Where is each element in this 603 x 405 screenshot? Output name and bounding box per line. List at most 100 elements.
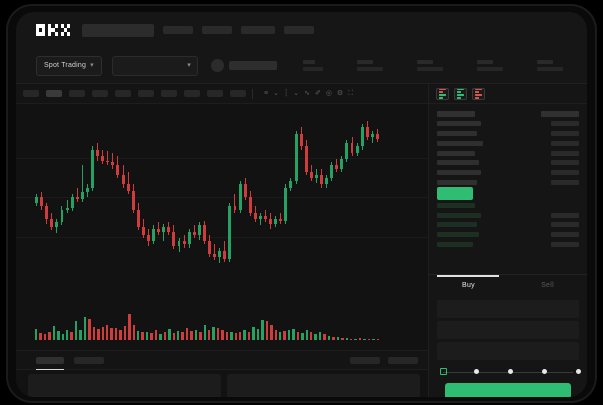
chart-type-icon[interactable]: ┆ — [283, 90, 289, 97]
orders-tabs-left — [36, 356, 104, 370]
candle — [299, 104, 304, 302]
trade-sidebar: Buy Sell — [428, 84, 587, 397]
bid-price — [437, 212, 481, 218]
orderbook-bid-row[interactable] — [437, 210, 579, 220]
indicators-chevron-icon[interactable]: ⌄ — [273, 90, 279, 97]
slider-stop-50[interactable] — [508, 369, 513, 374]
orderbook-ask-row[interactable] — [437, 158, 579, 168]
volume-bar — [221, 329, 224, 340]
volume-bar — [74, 321, 78, 340]
candle — [258, 104, 263, 302]
stat-label — [302, 60, 315, 64]
volume-bar — [230, 332, 233, 340]
candlestick-chart[interactable] — [16, 104, 428, 302]
tab-open-orders[interactable] — [36, 356, 64, 370]
candle-body — [269, 219, 273, 224]
volume-bar — [48, 331, 51, 340]
timeframe-tab-1[interactable] — [46, 90, 62, 97]
candle-body — [233, 206, 237, 210]
orderbook-ask-row[interactable] — [437, 148, 579, 158]
tab-sell[interactable]: Sell — [541, 282, 554, 289]
slider-stop-25[interactable] — [474, 369, 480, 374]
volume-bar — [332, 336, 335, 340]
orderbook-bid-row[interactable] — [437, 220, 579, 230]
tab-order-history[interactable] — [74, 356, 104, 364]
orderbook-bid-row[interactable] — [437, 230, 579, 240]
logo-pixel — [39, 24, 43, 28]
price-input[interactable] — [437, 300, 579, 318]
slider-handle[interactable] — [439, 368, 447, 375]
amount-percent-slider[interactable] — [439, 365, 581, 381]
timeframe-tab-6[interactable] — [161, 90, 177, 97]
chart-type-chevron-icon[interactable]: ⌄ — [293, 90, 300, 97]
ob-mode-bids[interactable] — [454, 87, 467, 100]
bid-price — [437, 202, 475, 208]
candle-body — [187, 231, 191, 245]
candle-body — [360, 127, 364, 147]
fullscreen-icon[interactable]: ⛶ — [348, 90, 354, 97]
tab-action-2[interactable] — [388, 356, 418, 364]
candle — [283, 104, 288, 302]
logo-pixel — [48, 24, 52, 28]
orderbook-ask-row[interactable] — [437, 119, 579, 129]
ob-mode-asks[interactable] — [472, 87, 485, 100]
magnet-icon[interactable]: ◎ — [325, 90, 332, 97]
candle-body — [136, 209, 140, 227]
nav-item-2[interactable] — [202, 26, 232, 34]
volume-bar — [101, 326, 104, 340]
orderbook-bid-row[interactable] — [437, 200, 579, 210]
orderbook-ask-row[interactable] — [437, 129, 579, 139]
candle-body — [177, 241, 181, 246]
candle — [370, 104, 375, 302]
volume-bar — [314, 333, 317, 340]
pair-select[interactable]: ▾ — [111, 55, 198, 76]
volume-bar — [190, 331, 193, 340]
candle-body — [141, 227, 145, 235]
logo-pixel — [42, 32, 46, 36]
line-tool-icon[interactable]: ∿ — [304, 90, 310, 97]
volume-bar — [265, 321, 269, 340]
timeframe-tab-3[interactable] — [92, 90, 108, 97]
tab-action-1[interactable] — [350, 356, 380, 364]
orderbook-ask-row[interactable] — [437, 168, 579, 178]
nav-search[interactable] — [82, 23, 154, 37]
candle-body — [55, 222, 59, 227]
orderbook[interactable] — [429, 104, 587, 274]
slider-stop-100[interactable] — [575, 369, 581, 374]
nav-item-4[interactable] — [284, 26, 314, 34]
timeframe-tab-2[interactable] — [69, 90, 85, 97]
volume-bar — [88, 318, 91, 340]
ob-mode-both[interactable] — [436, 87, 449, 100]
timeframe-tab-5[interactable] — [138, 90, 154, 97]
candle-body — [264, 215, 267, 220]
trading-mode-selector[interactable]: Spot Trading ▾ — [36, 55, 102, 76]
candle — [131, 104, 136, 302]
orders-content-panels — [16, 370, 428, 397]
tab-buy[interactable]: Buy — [462, 282, 475, 289]
candle — [151, 104, 156, 302]
volume-bar — [172, 332, 175, 340]
timeframe-tab-9[interactable] — [230, 90, 246, 97]
candle-body — [243, 184, 247, 197]
timeframe-tab-0[interactable] — [23, 90, 39, 97]
candle — [54, 104, 59, 302]
orderbook-ask-row[interactable] — [437, 138, 579, 148]
timeframe-tab-4[interactable] — [115, 90, 131, 97]
buy-submit-button[interactable] — [445, 383, 571, 397]
total-input[interactable] — [437, 342, 579, 360]
candle — [227, 104, 232, 302]
okx-logo[interactable] — [36, 24, 70, 36]
timeframe-tab-7[interactable] — [184, 90, 200, 97]
ob-mode-line — [439, 97, 444, 99]
nav-item-3[interactable] — [241, 26, 275, 34]
pencil-icon[interactable]: ✐ — [314, 90, 321, 97]
candle-wick — [214, 244, 216, 261]
orderbook-bid-row[interactable] — [437, 240, 579, 250]
orderbook-ask-row[interactable] — [437, 178, 579, 188]
indicators-icon[interactable]: ≡ — [264, 90, 269, 97]
settings-icon[interactable]: ⚙ — [336, 90, 344, 97]
amount-input[interactable] — [437, 321, 579, 339]
nav-item-1[interactable] — [163, 26, 193, 34]
timeframe-tab-8[interactable] — [207, 90, 223, 97]
slider-stop-75[interactable] — [541, 369, 547, 374]
